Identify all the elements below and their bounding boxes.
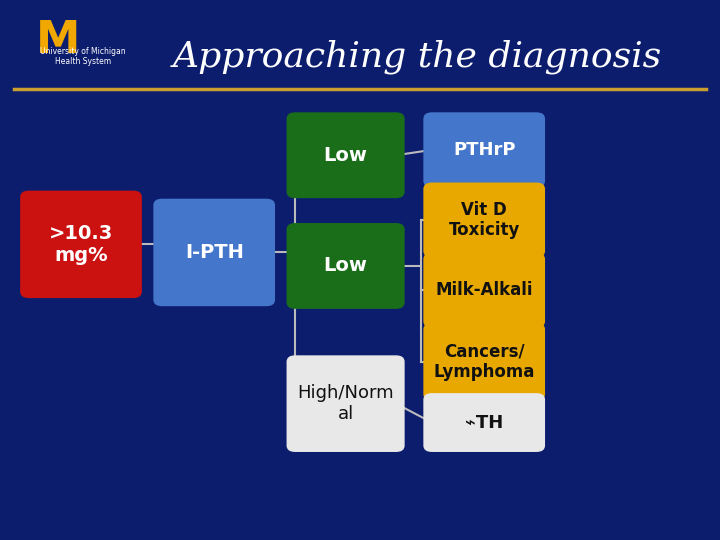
Text: >10.3
mg%: >10.3 mg% bbox=[49, 224, 113, 265]
Text: Cancers/
Lymphoma: Cancers/ Lymphoma bbox=[433, 342, 535, 381]
FancyBboxPatch shape bbox=[423, 393, 545, 452]
Text: Low: Low bbox=[324, 256, 367, 275]
Text: Milk-Alkali: Milk-Alkali bbox=[436, 281, 533, 299]
Text: Vit D
Toxicity: Vit D Toxicity bbox=[449, 201, 520, 239]
Text: M: M bbox=[35, 19, 80, 62]
FancyBboxPatch shape bbox=[287, 355, 405, 452]
Text: University of Michigan
Health System: University of Michigan Health System bbox=[40, 47, 125, 66]
Text: ⌁TH: ⌁TH bbox=[465, 414, 503, 431]
FancyBboxPatch shape bbox=[20, 191, 142, 298]
FancyBboxPatch shape bbox=[287, 223, 405, 309]
Text: High/Norm
al: High/Norm al bbox=[297, 384, 394, 423]
FancyBboxPatch shape bbox=[423, 112, 545, 187]
FancyBboxPatch shape bbox=[423, 183, 545, 258]
FancyBboxPatch shape bbox=[287, 112, 405, 198]
Text: PTHrP: PTHrP bbox=[453, 141, 516, 159]
FancyBboxPatch shape bbox=[153, 199, 275, 306]
Text: Low: Low bbox=[324, 146, 367, 165]
FancyBboxPatch shape bbox=[423, 253, 545, 328]
FancyBboxPatch shape bbox=[423, 323, 545, 401]
Text: I-PTH: I-PTH bbox=[185, 243, 243, 262]
Text: Approaching the diagnosis: Approaching the diagnosis bbox=[173, 39, 662, 74]
